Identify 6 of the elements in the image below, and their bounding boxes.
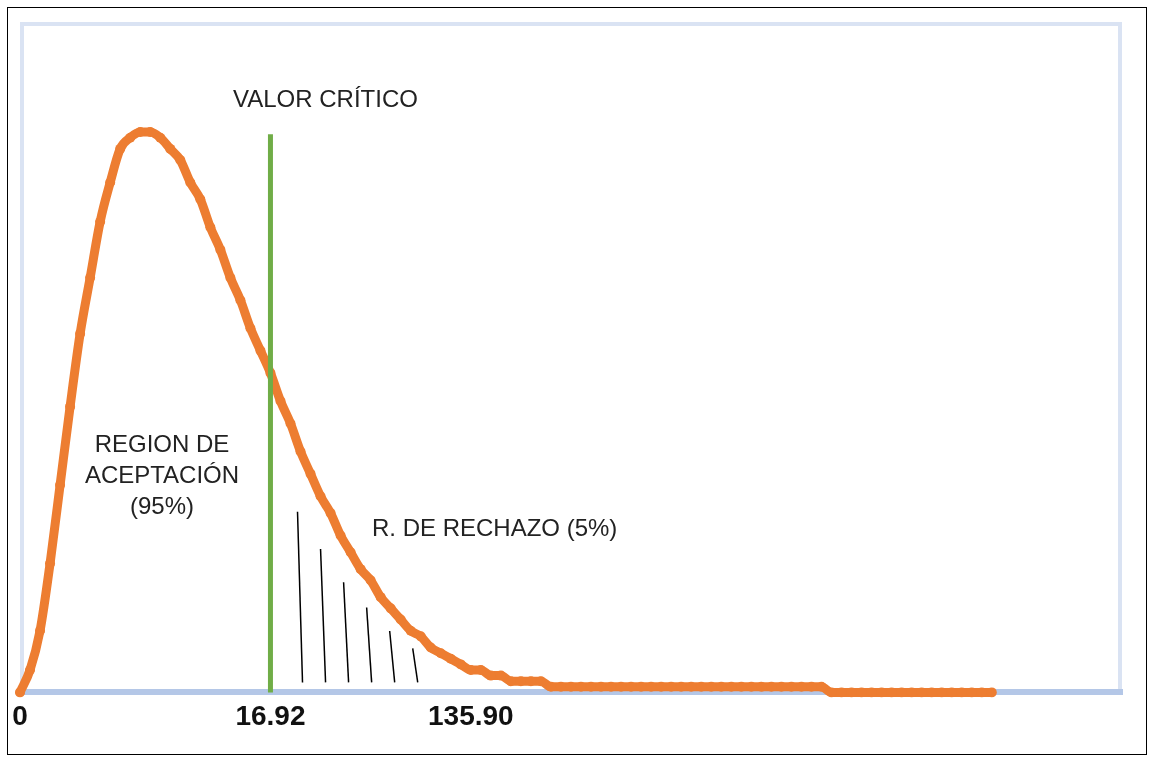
x-tick-label: 135.90 bbox=[428, 699, 514, 731]
ref-line-label: VALOR CRÍTICO bbox=[232, 85, 418, 113]
annotation: REGION DE ACEPTACIÓN (95%) bbox=[83, 429, 241, 522]
x-tick-label: 0 bbox=[12, 699, 28, 731]
x-tick-label: 16.92 bbox=[235, 699, 306, 731]
annotation: R. DE RECHAZO (5%) bbox=[372, 513, 619, 543]
